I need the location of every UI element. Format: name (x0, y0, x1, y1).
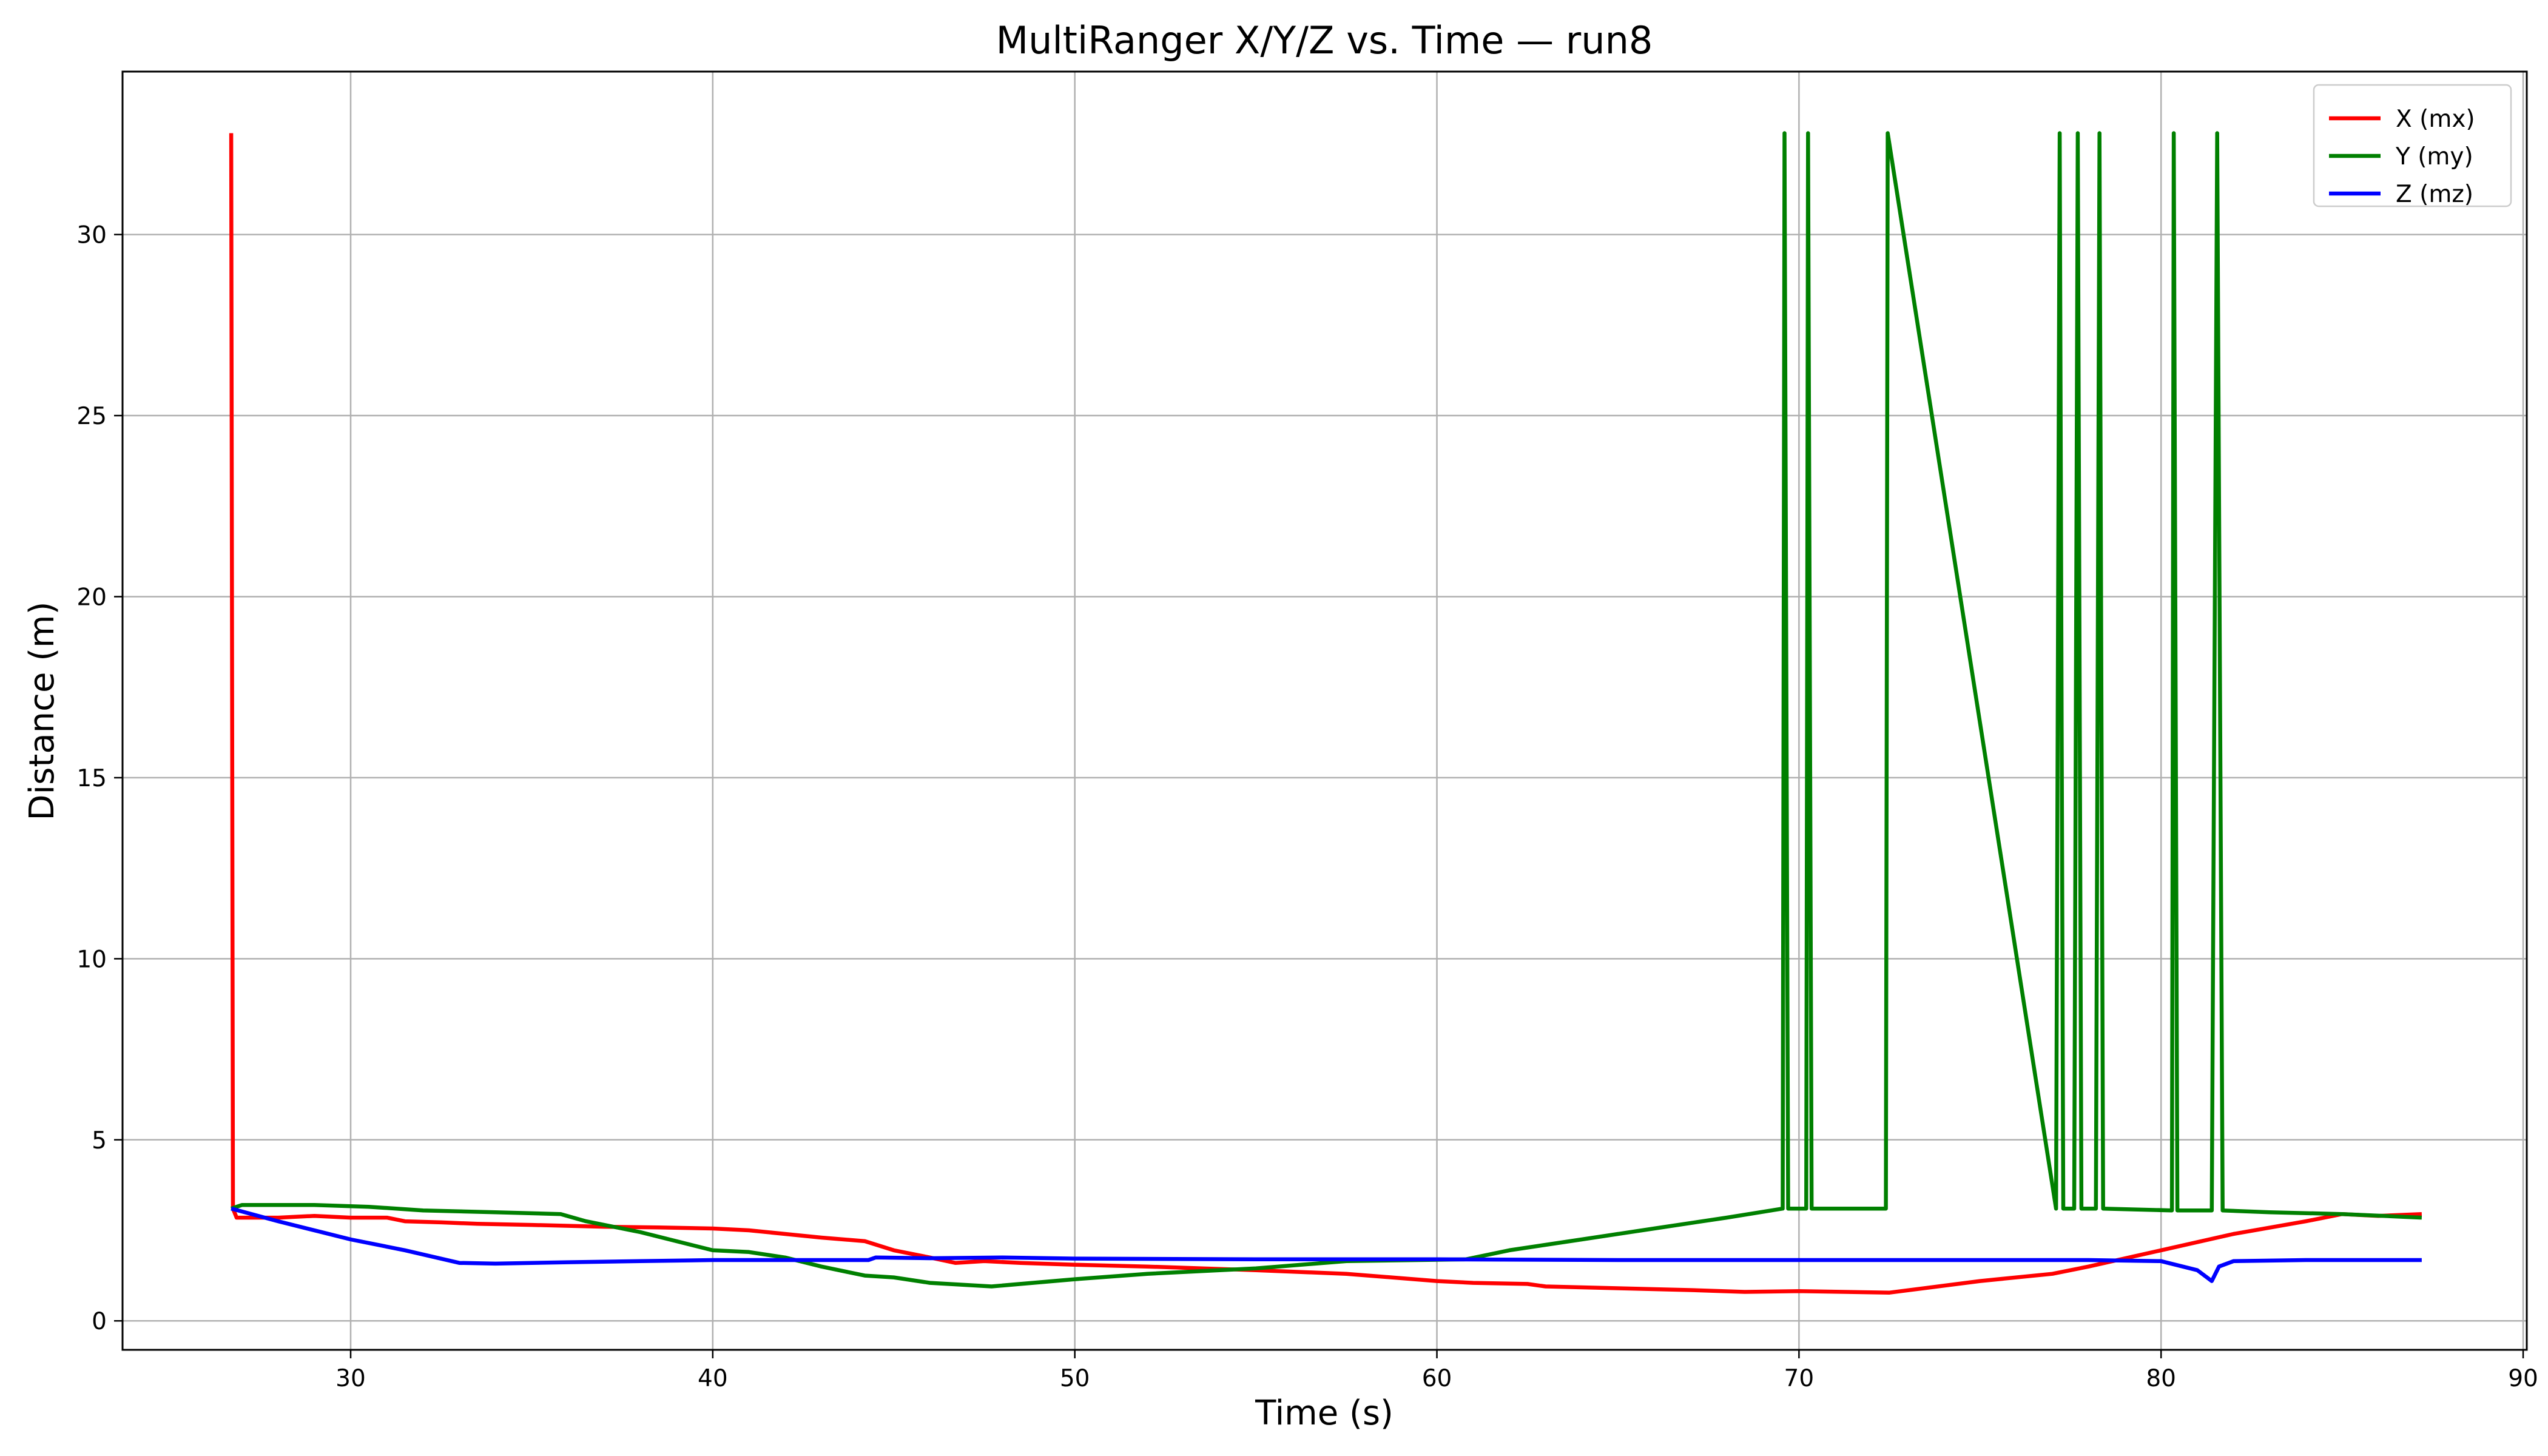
x-tick-label: 80 (2146, 1365, 2176, 1392)
legend-label: Z (mz) (2396, 181, 2473, 208)
legend-label: X (mx) (2396, 106, 2475, 133)
y-tick-label: 15 (76, 765, 107, 792)
legend: X (mx) Y (my) Z (mz) (2313, 84, 2512, 208)
y-tick-label: 25 (76, 403, 107, 430)
y-tick-label: 0 (92, 1308, 107, 1335)
legend-box (2313, 84, 2512, 207)
y-tick-label: 10 (76, 946, 107, 973)
plot-frame (121, 70, 2528, 1351)
x-tick-label: 30 (335, 1365, 366, 1392)
series-group (229, 131, 2422, 1295)
y-axis-label: Distance (m) (22, 602, 62, 821)
x-tick-label: 40 (698, 1365, 728, 1392)
grid (123, 72, 2527, 1350)
chart-title: MultiRanger X/Y/Z vs. Time — run8 (996, 18, 1653, 62)
legend-label: Y (my) (2395, 143, 2473, 170)
series-line-x (229, 133, 2422, 1295)
x-tick-label: 60 (1422, 1365, 1452, 1392)
ticks: 30 40 50 60 70 80 90 0 5 10 15 20 25 30 (76, 222, 2538, 1392)
x-axis-label: Time (s) (1255, 1394, 1394, 1433)
x-tick-label: 50 (1060, 1365, 1090, 1392)
x-tick-label: 70 (1784, 1365, 1815, 1392)
y-tick-label: 5 (92, 1127, 107, 1154)
series-line-y (231, 131, 2422, 1289)
y-tick-label: 30 (76, 222, 107, 249)
y-tick-label: 20 (76, 584, 107, 611)
series-line-z (231, 1207, 2422, 1283)
x-tick-label: 90 (2508, 1365, 2538, 1392)
